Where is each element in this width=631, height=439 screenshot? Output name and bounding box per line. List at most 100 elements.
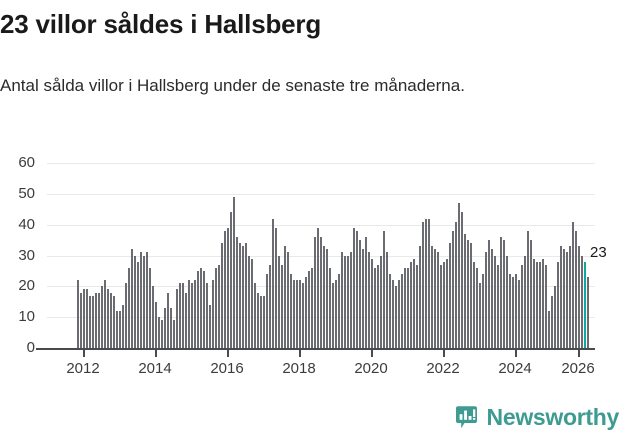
bar [503, 240, 506, 348]
bar [392, 280, 395, 348]
bar [512, 277, 515, 348]
bar [143, 255, 146, 348]
bar [140, 252, 143, 348]
bar [458, 203, 461, 348]
bar [437, 252, 440, 348]
bar [212, 280, 215, 348]
bar [317, 227, 320, 348]
bar [494, 255, 497, 348]
bar [110, 292, 113, 348]
bar [248, 255, 251, 348]
bar [428, 218, 431, 348]
bar [500, 237, 503, 348]
bar [200, 267, 203, 348]
bar [470, 243, 473, 348]
bar [149, 267, 152, 348]
bar [80, 292, 83, 348]
bar [329, 267, 332, 348]
bar [326, 249, 329, 348]
bar [167, 292, 170, 348]
bar [125, 283, 128, 348]
bar [305, 277, 308, 348]
bar [473, 261, 476, 348]
bar [479, 283, 482, 348]
bar [338, 274, 341, 348]
x-axis-tick-label: 2026 [561, 360, 595, 377]
bar [440, 264, 443, 348]
bar [482, 274, 485, 348]
bar [524, 255, 527, 348]
bar [185, 292, 188, 348]
bar [308, 270, 311, 348]
gridline [47, 163, 595, 164]
bar [431, 246, 434, 348]
bar [101, 286, 104, 348]
bar [320, 237, 323, 348]
bar [533, 258, 536, 348]
bar [569, 246, 572, 348]
bar [122, 304, 125, 348]
bar [374, 267, 377, 348]
bar [464, 233, 467, 348]
bar [542, 258, 545, 348]
bar [311, 267, 314, 348]
bar [155, 301, 158, 348]
bar [215, 267, 218, 348]
bar [416, 264, 419, 348]
bar [578, 246, 581, 348]
newsworthy-logo[interactable]: Newsworthy [454, 404, 619, 431]
x-axis-tick-label: 2012 [66, 360, 100, 377]
bar [581, 255, 584, 348]
bar [407, 267, 410, 348]
bar [410, 261, 413, 348]
bar [413, 258, 416, 348]
bar [302, 283, 305, 348]
bar [566, 252, 569, 348]
bar [545, 264, 548, 348]
bar [104, 280, 107, 348]
bar [191, 283, 194, 348]
bar [314, 237, 317, 348]
bar [521, 264, 524, 348]
bar [353, 227, 356, 348]
bar [386, 252, 389, 348]
bar [401, 274, 404, 348]
x-axis-tick-label: 2016 [210, 360, 244, 377]
bar [152, 286, 155, 348]
bar [182, 283, 185, 348]
bar [131, 249, 134, 348]
x-axis-tick [299, 350, 301, 357]
bar [434, 249, 437, 348]
bar [572, 221, 575, 348]
bar [197, 270, 200, 348]
bar [488, 240, 491, 348]
bar [281, 264, 284, 348]
bar [245, 243, 248, 348]
bar [560, 246, 563, 348]
bar [224, 230, 227, 348]
bar [188, 280, 191, 348]
bar [506, 255, 509, 348]
x-axis-tick [443, 350, 445, 357]
bar [419, 246, 422, 348]
bar [206, 283, 209, 348]
bar [89, 295, 92, 348]
bar [371, 258, 374, 348]
bar [551, 295, 554, 348]
bar [230, 212, 233, 348]
bar [293, 280, 296, 348]
x-axis-line [36, 348, 595, 350]
bar [221, 243, 224, 348]
bar [557, 261, 560, 348]
bar [134, 255, 137, 348]
bar [518, 280, 521, 348]
bar [173, 320, 176, 348]
bar [491, 249, 494, 348]
bar [509, 274, 512, 348]
bar [359, 240, 362, 348]
x-axis-tick [227, 350, 229, 357]
bar [113, 295, 116, 348]
bar [575, 230, 578, 348]
bar [272, 218, 275, 348]
bar [86, 289, 89, 348]
